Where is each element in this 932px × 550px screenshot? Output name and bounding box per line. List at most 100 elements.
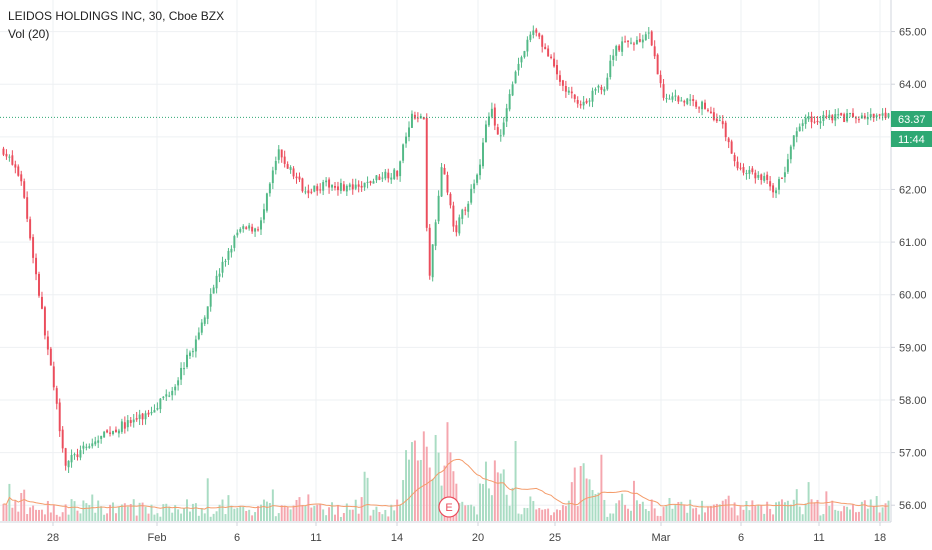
candle-body bbox=[156, 408, 159, 410]
candle-body bbox=[73, 454, 76, 456]
volume-bar bbox=[789, 504, 792, 521]
volume-bar bbox=[523, 507, 526, 521]
volume-bar bbox=[413, 440, 416, 521]
volume-bar bbox=[73, 501, 76, 521]
candle-body bbox=[141, 413, 144, 420]
candle-body bbox=[200, 322, 203, 333]
candle-body bbox=[490, 108, 493, 117]
volume-bar bbox=[331, 502, 334, 521]
volume-bar bbox=[582, 463, 585, 521]
volume-bar bbox=[274, 516, 277, 521]
candle-body bbox=[61, 429, 64, 449]
candle-body bbox=[277, 149, 280, 160]
candle-body bbox=[887, 113, 890, 118]
candle-body bbox=[153, 410, 156, 413]
candle-body bbox=[106, 430, 109, 433]
candle-body bbox=[23, 181, 26, 198]
candle-body bbox=[458, 217, 461, 234]
volume-bar bbox=[854, 512, 857, 521]
candle-body bbox=[541, 35, 544, 47]
candle-body bbox=[289, 167, 292, 170]
volume-bar bbox=[751, 500, 754, 521]
volume-bar bbox=[564, 506, 567, 521]
candle-body bbox=[526, 39, 529, 52]
candle-body bbox=[464, 209, 467, 211]
candle-body bbox=[656, 54, 659, 75]
candle-body bbox=[171, 390, 174, 396]
volume-bar bbox=[396, 499, 399, 521]
candle-body bbox=[606, 77, 609, 90]
volume-bar bbox=[17, 511, 20, 521]
volume-bar bbox=[615, 503, 618, 521]
candle-body bbox=[783, 172, 786, 178]
volume-bar bbox=[579, 465, 582, 521]
volume-bar bbox=[8, 483, 11, 521]
candle-body bbox=[431, 244, 434, 278]
volume-bar bbox=[381, 514, 384, 521]
candle-body bbox=[831, 115, 834, 121]
volume-bar bbox=[464, 505, 467, 521]
bar-countdown-value: 11:44 bbox=[898, 134, 925, 146]
volume-bar bbox=[567, 500, 570, 521]
earnings-marker[interactable]: E bbox=[438, 496, 460, 518]
volume-bar bbox=[100, 506, 103, 521]
volume-bar bbox=[188, 511, 191, 521]
volume-bar bbox=[251, 515, 254, 521]
symbol-legend[interactable]: LEIDOS HOLDINGS INC, 30, Cboe BZX bbox=[8, 9, 225, 23]
candle-body bbox=[878, 114, 881, 116]
candle-body bbox=[650, 31, 653, 46]
volume-bar bbox=[336, 504, 339, 521]
candle-body bbox=[487, 116, 490, 126]
volume-bar bbox=[813, 502, 816, 521]
x-tick-label: 6 bbox=[234, 532, 240, 544]
candle-body bbox=[866, 117, 869, 120]
volume-bar bbox=[390, 504, 393, 521]
candle-body bbox=[413, 114, 416, 119]
candle-body bbox=[843, 114, 846, 123]
volume-bar bbox=[473, 506, 476, 521]
candle-body bbox=[659, 74, 662, 84]
volume-bar bbox=[40, 509, 43, 521]
candle-body bbox=[331, 184, 334, 188]
volume-bar bbox=[816, 499, 819, 521]
candle-body bbox=[52, 366, 55, 388]
candle-body bbox=[307, 190, 310, 194]
time-axis[interactable]: 28 Feb 6 11 14 20 25 Mar 6 11 18 bbox=[0, 521, 891, 544]
candle-body bbox=[547, 48, 550, 57]
volume-bar bbox=[857, 511, 860, 521]
volume-bar bbox=[132, 499, 135, 521]
volume-bar bbox=[141, 502, 144, 521]
candle-body bbox=[168, 395, 171, 397]
volume-bar bbox=[342, 513, 345, 521]
volume-bar bbox=[319, 504, 322, 521]
volume-bar bbox=[822, 514, 825, 521]
candle-body bbox=[274, 160, 277, 171]
volume-bar bbox=[215, 511, 218, 521]
candle-body bbox=[310, 191, 313, 193]
volume-bar bbox=[727, 495, 730, 521]
volume-bar bbox=[298, 497, 301, 521]
volume-bar bbox=[20, 492, 23, 521]
volume-bar bbox=[153, 514, 156, 521]
volume-bar bbox=[304, 505, 307, 521]
volume-bar bbox=[594, 493, 597, 521]
candle-body bbox=[680, 100, 683, 102]
price-axis[interactable]: 56.0057.0058.0059.0060.0061.0062.0063.00… bbox=[890, 0, 927, 522]
candle-body bbox=[351, 184, 354, 190]
bar-countdown-badge: 11:44 bbox=[891, 131, 932, 147]
volume-bar bbox=[174, 505, 177, 521]
volume-bar bbox=[680, 501, 683, 521]
volume-bar bbox=[627, 508, 630, 521]
candle-body bbox=[221, 261, 224, 273]
volume-bar bbox=[114, 513, 117, 521]
candle-body bbox=[162, 396, 165, 398]
volume-bar bbox=[150, 504, 153, 521]
candle-body bbox=[470, 188, 473, 203]
candle-body bbox=[35, 257, 38, 275]
candle-body bbox=[840, 113, 843, 116]
candle-body bbox=[742, 167, 745, 173]
volume-bar bbox=[775, 502, 778, 521]
candle-body bbox=[114, 429, 117, 433]
volume-legend[interactable]: Vol (20) bbox=[8, 27, 50, 41]
